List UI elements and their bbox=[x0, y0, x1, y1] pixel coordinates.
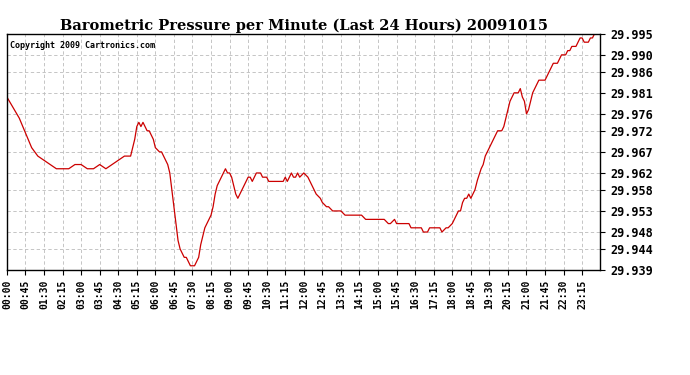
Title: Barometric Pressure per Minute (Last 24 Hours) 20091015: Barometric Pressure per Minute (Last 24 … bbox=[59, 18, 548, 33]
Text: Copyright 2009 Cartronics.com: Copyright 2009 Cartronics.com bbox=[10, 41, 155, 50]
